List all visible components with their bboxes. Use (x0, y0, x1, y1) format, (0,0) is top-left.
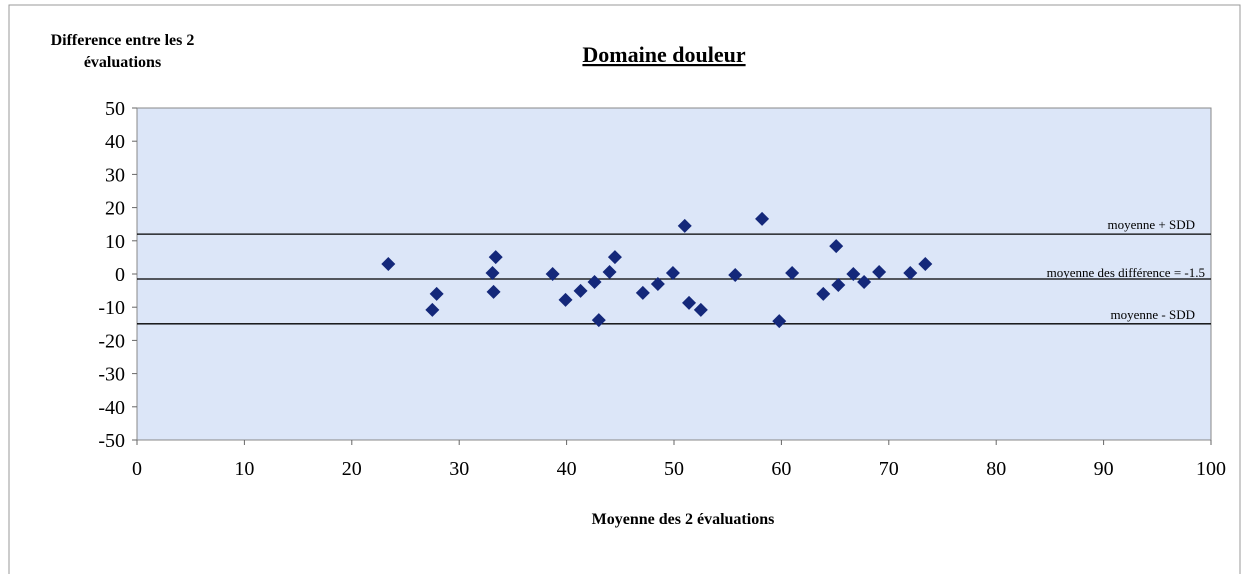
data-point (486, 284, 501, 299)
y-axis-label: Difference entre les 2 évaluations (50, 32, 195, 71)
x-tick-label: 50 (664, 458, 684, 480)
x-tick-label: 20 (342, 458, 362, 480)
y-tick-label: -30 (98, 364, 125, 386)
x-tick-label: 80 (986, 458, 1006, 480)
data-point (755, 211, 770, 226)
chart-title: Domaine douleur (582, 42, 745, 67)
y-tick-label: 30 (105, 164, 125, 186)
x-tick-label: 10 (234, 458, 254, 480)
reference-line-label: moyenne + SDD (1108, 217, 1196, 232)
data-point (682, 295, 697, 310)
x-tick-label: 70 (879, 458, 899, 480)
x-axis-label: Moyenne des 2 évaluations (592, 511, 775, 528)
data-point (591, 313, 606, 328)
data-point (872, 265, 887, 280)
x-tick-label: 30 (449, 458, 469, 480)
data-point (665, 266, 680, 281)
data-point (693, 302, 708, 317)
reference-line-label: moyenne - SDD (1111, 307, 1196, 322)
data-point (425, 302, 440, 317)
y-tick-label: 40 (105, 131, 125, 153)
data-point (381, 257, 396, 272)
x-tick-label: 0 (132, 458, 142, 480)
y-tick-label: -40 (98, 397, 125, 419)
y-tick-label: 50 (105, 98, 125, 120)
data-point (607, 250, 622, 265)
x-tick-label: 60 (771, 458, 791, 480)
data-point (816, 286, 831, 301)
reference-line-label: moyenne des différence = -1.5 (1047, 265, 1205, 280)
data-point (857, 274, 872, 289)
y-tick-label: -50 (98, 430, 125, 452)
y-tick-label: 10 (105, 231, 125, 253)
data-point (831, 277, 846, 292)
data-point (558, 292, 573, 307)
data-point (485, 266, 500, 281)
data-point (488, 250, 503, 265)
data-point (677, 218, 692, 233)
data-point (587, 274, 602, 289)
y-tick-label: -10 (98, 297, 125, 319)
data-point (429, 286, 444, 301)
data-point (918, 257, 933, 272)
data-point (728, 267, 743, 282)
data-point (650, 276, 665, 291)
data-point (573, 283, 588, 298)
data-point (545, 267, 560, 281)
data-point (846, 267, 861, 281)
x-tick-label: 90 (1094, 458, 1114, 480)
y-tick-label: 20 (105, 198, 125, 220)
y-tick-label: -20 (98, 330, 125, 352)
x-tick-label: 40 (557, 458, 577, 480)
data-point (772, 314, 787, 329)
x-tick-label: 100 (1196, 458, 1226, 480)
data-point (785, 266, 800, 281)
y-tick-label: 0 (115, 264, 125, 286)
data-point (829, 239, 844, 254)
data-point (635, 285, 650, 300)
data-point (903, 266, 918, 281)
data-point (602, 265, 617, 280)
